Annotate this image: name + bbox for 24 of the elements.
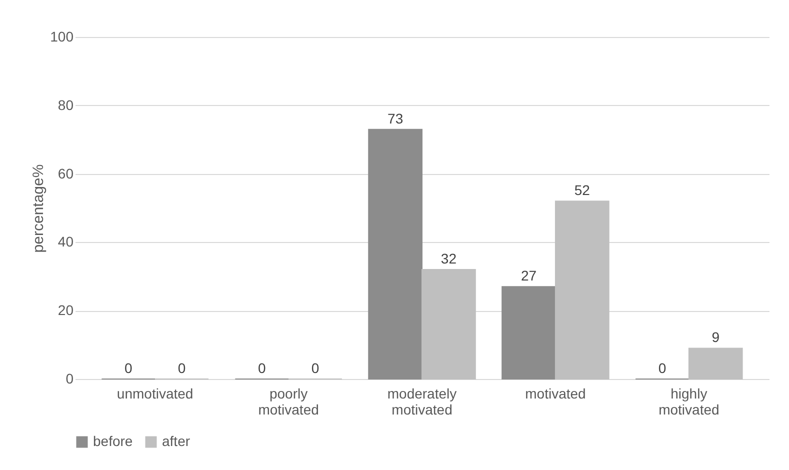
data-label: 0: [258, 360, 266, 376]
data-label: 52: [574, 182, 590, 198]
data-label: 0: [658, 360, 666, 376]
data-label: 9: [712, 329, 720, 346]
y-axis-title: percentage%: [30, 164, 48, 253]
legend-label: before: [93, 433, 133, 449]
y-tick-label: 100: [50, 28, 74, 44]
y-tick-label: 80: [58, 96, 74, 113]
x-tick-label: highly motivated: [658, 386, 720, 418]
x-tick-label: poorly motivated: [258, 386, 319, 418]
data-label: 0: [124, 360, 132, 376]
x-tick-label: moderately motivated: [387, 386, 457, 418]
y-tick-label: 60: [58, 165, 74, 182]
y-tick-label: 40: [58, 234, 74, 250]
data-label: 0: [311, 360, 320, 376]
legend-label: after: [162, 433, 190, 449]
y-tick-label: 20: [58, 302, 74, 318]
data-label: 32: [440, 250, 457, 267]
y-tick-label: 0: [66, 370, 74, 386]
data-label: 27: [520, 268, 537, 284]
data-label: 0: [178, 360, 186, 376]
x-tick-label: unmotivated: [116, 386, 194, 402]
x-tick-label: motivated: [525, 386, 586, 402]
data-label: 73: [388, 110, 404, 126]
